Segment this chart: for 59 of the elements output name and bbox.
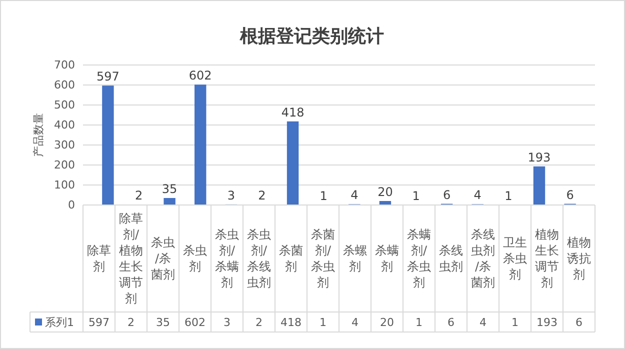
y-tick-label: 0 [68,198,75,212]
x-tick-label: 植物诱抗剂 [567,236,591,282]
x-tick-label: 杀虫剂/杀线虫剂 [247,228,271,290]
x-tick-label: 除草剂 [87,244,111,274]
data-label: 1 [412,188,420,203]
text: 602 [184,316,206,329]
x-tick-label: 杀虫剂/杀螨剂 [215,228,239,290]
text: 1 [512,316,518,329]
x-tick-label: 杀线虫剂/杀菌剂 [471,228,495,290]
chart-title: 根据登记类别统计 [239,26,384,47]
data-label: 6 [566,188,574,202]
data-label: 35 [162,182,178,196]
text: 6 [576,316,582,329]
text: 3 [224,316,230,329]
data-label: 20 [378,185,393,199]
data-label: 4 [350,188,358,202]
data-label: 2 [134,188,143,203]
y-tick-label: 400 [54,118,75,132]
x-tick-label: 植物生长调节剂 [535,228,559,290]
x-tick-label: 卫生杀虫剂 [503,236,527,282]
data-label: 193 [528,150,551,164]
data-label: 6 [443,188,451,202]
x-tick-label: 杀螨剂 [375,244,399,274]
data-label: 2 [258,188,266,203]
data-label: 1 [320,188,328,203]
y-tick-label: 600 [54,78,75,92]
y-tick-label: 700 [54,58,75,72]
text: 4 [480,316,486,329]
y-tick-label: 200 [54,158,75,172]
text: 4 [352,316,358,329]
text: 20 [380,316,394,329]
y-tick-label: 300 [54,138,75,152]
x-tick-label: 杀菌剂/杀虫剂 [311,228,335,290]
text: 35 [156,316,170,329]
data-label: 597 [96,70,120,84]
data-label: 3 [227,188,235,202]
x-tick-label: 杀虫剂 [183,244,207,274]
text: 1 [416,316,422,329]
data-label: 4 [474,188,482,202]
x-tick-label: 除草剂/植物生长调节剂 [119,212,143,306]
y-tick-label: 100 [54,178,75,192]
y-tick-label: 500 [54,98,75,112]
x-tick-label: 杀菌剂 [279,244,303,274]
text: 2 [256,316,262,329]
x-tick-label: 杀虫/杀菌剂 [151,236,175,282]
text: 1 [320,316,326,329]
x-tick-label: 杀线虫剂 [439,244,463,274]
y-axis-title: 产品数量 [32,113,45,157]
text: 193 [536,316,558,329]
x-tick-label: 杀螺剂 [343,244,367,274]
data-label: 1 [504,188,512,203]
text: 418 [280,316,302,329]
data-label: 602 [188,68,212,83]
text: 6 [448,316,454,329]
legend-label: 系列1 [45,316,74,329]
text: 2 [128,316,134,329]
text: 597 [88,316,110,329]
x-tick-label: 杀螨剂/杀虫剂 [407,228,431,290]
data-label: 418 [281,105,304,120]
